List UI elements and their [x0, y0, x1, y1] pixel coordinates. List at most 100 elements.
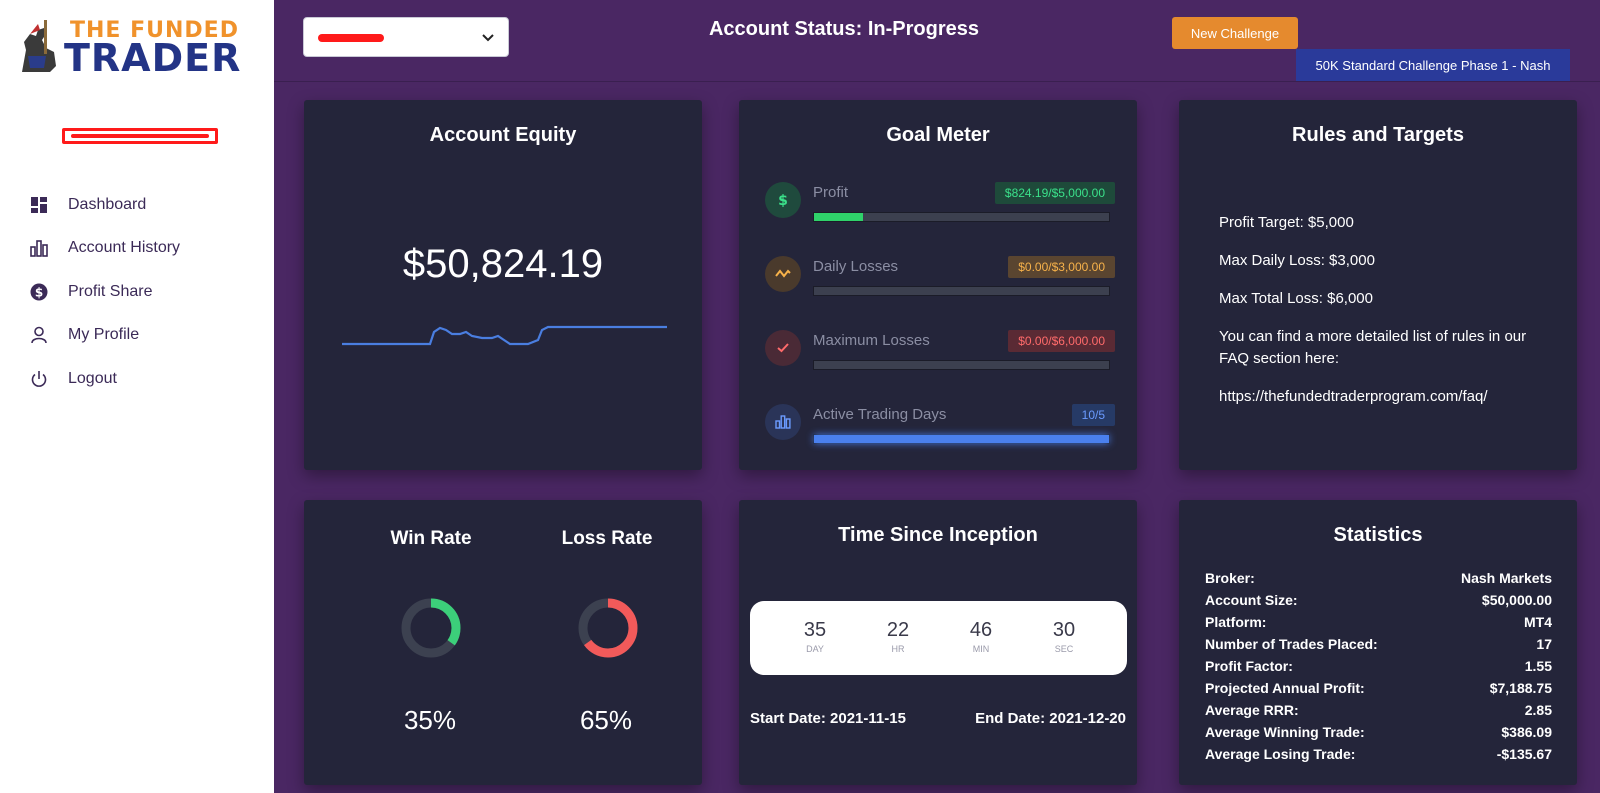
goal-row-daily-losses: Daily Losses $0.00/$3,000.00 — [765, 256, 1115, 304]
statistics-card: Statistics Broker: Nash Markets Account S… — [1179, 500, 1577, 785]
dashboard-icon — [28, 194, 50, 216]
power-icon — [28, 368, 50, 390]
equity-sparkline — [342, 325, 667, 346]
goal-label: Profit — [813, 184, 849, 201]
stat-label: Average Winning Trade: — [1205, 724, 1365, 740]
timer-number: 46 — [969, 619, 993, 641]
account-select[interactable] — [303, 17, 509, 57]
loss-rate-value: 65% — [579, 705, 633, 735]
win-rate-title: Win Rate — [390, 528, 472, 549]
timer-hours: 22 HR — [868, 619, 928, 654]
sidebar-item-profit-share[interactable]: $ Profit Share — [28, 270, 268, 314]
goal-label: Maximum Losses — [813, 332, 930, 349]
card-title: Time Since Inception — [838, 524, 1038, 546]
rule-faq-note: You can find a more detailed list of rul… — [1219, 328, 1527, 367]
card-title: Statistics — [1333, 524, 1423, 546]
timer-unit: SEC — [1054, 644, 1074, 654]
stat-row-projected-annual-profit: Projected Annual Profit: $7,188.75 — [1205, 680, 1552, 702]
start-date: Start Date: 2021-11-15 — [750, 710, 906, 727]
stat-row-average-rrr: Average RRR: 2.85 — [1205, 702, 1552, 724]
goal-row-maximum-losses: Maximum Losses $0.00/$6,000.00 — [765, 330, 1115, 378]
brand-logo[interactable]: THE FUNDED TRADER — [16, 18, 246, 78]
stat-row-profit-factor: Profit Factor: 1.55 — [1205, 658, 1552, 680]
goal-row-profit: $ Profit $824.19/$5,000.00 — [765, 182, 1115, 230]
progress-bar — [813, 434, 1110, 444]
stat-label: Average RRR: — [1205, 702, 1299, 718]
progress-bar — [813, 286, 1110, 296]
bar-chart-icon — [765, 404, 801, 440]
loss-rate-donut — [578, 598, 638, 658]
sidebar-item-account-history[interactable]: Account History — [28, 227, 268, 271]
check-icon — [765, 330, 801, 366]
stat-value: 17 — [1536, 636, 1552, 652]
goal-badge: $0.00/$3,000.00 — [1008, 256, 1115, 278]
progress-bar — [813, 360, 1110, 370]
timer-seconds: 30 SEC — [1034, 619, 1094, 654]
timer-unit: HR — [891, 644, 905, 654]
account-equity-card: Account Equity $50,824.19 — [304, 100, 702, 470]
sidebar-item-label: Profit Share — [68, 282, 153, 300]
logo-line-2: TRADER — [64, 36, 242, 80]
sidebar-item-logout[interactable]: Logout — [28, 357, 268, 401]
goal-label: Daily Losses — [813, 258, 899, 275]
goal-badge: 10/5 — [1071, 404, 1115, 426]
knight-logo-icon — [22, 20, 56, 72]
dollar-icon: $ — [28, 281, 50, 303]
stat-row-average-losing-trade: Average Losing Trade: -$135.67 — [1205, 746, 1552, 768]
timer-minutes: 46 MIN — [951, 619, 1011, 654]
goal-badge: $0.00/$6,000.00 — [1008, 330, 1115, 352]
stat-value: 2.85 — [1524, 702, 1552, 718]
sidebar-item-label: My Profile — [68, 326, 140, 344]
progress-fill — [814, 213, 863, 221]
user-icon — [28, 324, 50, 346]
logo-line-1: THE FUNDED — [70, 18, 239, 43]
timer-number: 30 — [1052, 619, 1076, 641]
card-title: Goal Meter — [886, 124, 990, 146]
stat-label: Profit Factor: — [1205, 658, 1293, 674]
sidebar-item-label: Logout — [68, 369, 117, 387]
svg-text:$: $ — [35, 285, 43, 299]
bar-chart-icon — [28, 237, 50, 259]
svg-text:$: $ — [778, 193, 788, 208]
timer-unit: MIN — [972, 644, 990, 654]
faq-link[interactable]: https://thefundedtraderprogram.com/faq/ — [1219, 388, 1488, 405]
stat-value: 1.55 — [1524, 658, 1552, 674]
win-loss-card: Win Rate Loss Rate 35% 65% — [304, 500, 702, 785]
stat-label: Projected Annual Profit: — [1205, 680, 1365, 696]
win-rate-value: 35% — [403, 705, 457, 735]
stat-value: $7,188.75 — [1489, 680, 1552, 696]
stat-value: MT4 — [1524, 614, 1552, 630]
sidebar-nav: Dashboard Account History $ Profit Share… — [28, 183, 268, 401]
stat-value: Nash Markets — [1460, 570, 1552, 586]
equity-value: $50,824.19 — [402, 242, 604, 286]
top-bar: Account Status: In-Progress New Challeng… — [274, 0, 1600, 82]
sidebar-item-my-profile[interactable]: My Profile — [28, 314, 268, 358]
stat-row-trades-placed: Number of Trades Placed: 17 — [1205, 636, 1552, 658]
stat-value: $386.09 — [1501, 724, 1552, 740]
dollar-icon: $ — [765, 182, 801, 218]
time-since-inception-card: Time Since Inception 35 DAY 22 HR 46 MIN… — [739, 500, 1137, 785]
stat-row-platform: Platform: MT4 — [1205, 614, 1552, 636]
timer-unit: DAY — [806, 644, 824, 654]
sidebar: THE FUNDED TRADER Dashboard Account Hist… — [0, 0, 274, 793]
countdown-timer: 35 DAY 22 HR 46 MIN 30 SEC — [750, 601, 1127, 675]
stat-row-broker: Broker: Nash Markets — [1205, 570, 1552, 592]
stat-label: Account Size: — [1205, 592, 1298, 608]
stat-label: Platform: — [1205, 614, 1267, 630]
progress-bar — [813, 212, 1110, 222]
challenge-badge: 50K Standard Challenge Phase 1 - Nash — [1296, 49, 1570, 81]
loss-rate-title: Loss Rate — [561, 528, 653, 549]
redacted-account-id — [318, 34, 384, 42]
new-challenge-button[interactable]: New Challenge — [1172, 17, 1298, 49]
sidebar-item-dashboard[interactable]: Dashboard — [28, 183, 268, 227]
goal-meter-card: Goal Meter $ Profit $824.19/$5,000.00 Da… — [739, 100, 1137, 470]
stat-value: $50,000.00 — [1481, 592, 1552, 608]
rule-max-daily-loss: Max Daily Loss: $3,000 — [1219, 252, 1375, 269]
stat-label: Number of Trades Placed: — [1205, 636, 1378, 652]
rule-profit-target: Profit Target: $5,000 — [1219, 214, 1354, 231]
goal-badge: $824.19/$5,000.00 — [994, 182, 1115, 204]
timer-number: 22 — [886, 619, 910, 641]
sidebar-item-label: Account History — [68, 239, 181, 257]
card-title: Rules and Targets — [1292, 124, 1464, 146]
win-rate-arc — [401, 598, 461, 658]
